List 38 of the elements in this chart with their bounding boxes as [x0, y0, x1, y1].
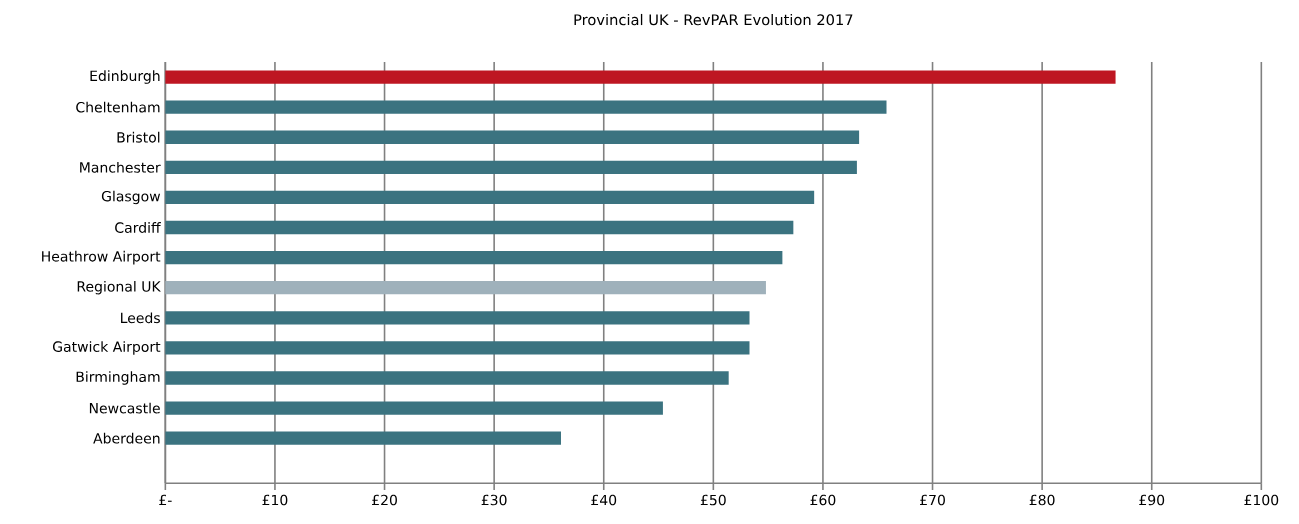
- y-tick-label: Aberdeen: [93, 432, 160, 444]
- bar: [165, 220, 794, 235]
- x-tick-label: £40: [591, 494, 617, 506]
- bar: [165, 311, 750, 325]
- y-tick-label: Gatwick Airport: [53, 341, 161, 355]
- y-tick-label: Heathrow Airport: [42, 250, 161, 265]
- y-tick-label: Regional UK: [77, 280, 161, 295]
- x-tick-label: £100: [1244, 494, 1279, 506]
- y-tick-label: Birmingham: [76, 371, 160, 385]
- bar: [165, 371, 729, 385]
- x-tick-label: £80: [1029, 494, 1055, 506]
- y-tick-label: Manchester: [80, 161, 161, 173]
- bar: [165, 281, 766, 295]
- bar: [165, 401, 663, 415]
- y-tick-label: Cardiff: [115, 222, 161, 233]
- y-tick-label: Edinburgh: [90, 70, 160, 84]
- y-tick-label: Cheltenham: [76, 101, 160, 113]
- x-tick-label: £60: [810, 494, 836, 506]
- y-tick-label: Leeds: [121, 312, 160, 324]
- bar: [165, 160, 857, 174]
- x-tick-label: £70: [920, 494, 945, 506]
- x-tick-label: £30: [481, 494, 507, 506]
- bar: [165, 100, 887, 114]
- x-tick-label: £-: [159, 494, 172, 506]
- x-tick-label: £20: [372, 494, 397, 506]
- x-tick-label: £50: [700, 494, 726, 506]
- bar: [165, 70, 1116, 84]
- chart-title: Provincial UK - RevPAR Evolution 2017: [574, 13, 853, 26]
- y-tick-label: Bristol: [117, 131, 160, 143]
- x-tick-label: £90: [1139, 494, 1165, 506]
- x-tick-label: £10: [262, 494, 288, 506]
- bar: [165, 431, 561, 445]
- bar: [165, 250, 783, 265]
- bar: [165, 341, 750, 355]
- bar: [165, 190, 815, 205]
- y-tick-label: Glasgow: [101, 190, 161, 205]
- bar: [165, 130, 860, 144]
- y-tick-label: Newcastle: [89, 402, 160, 414]
